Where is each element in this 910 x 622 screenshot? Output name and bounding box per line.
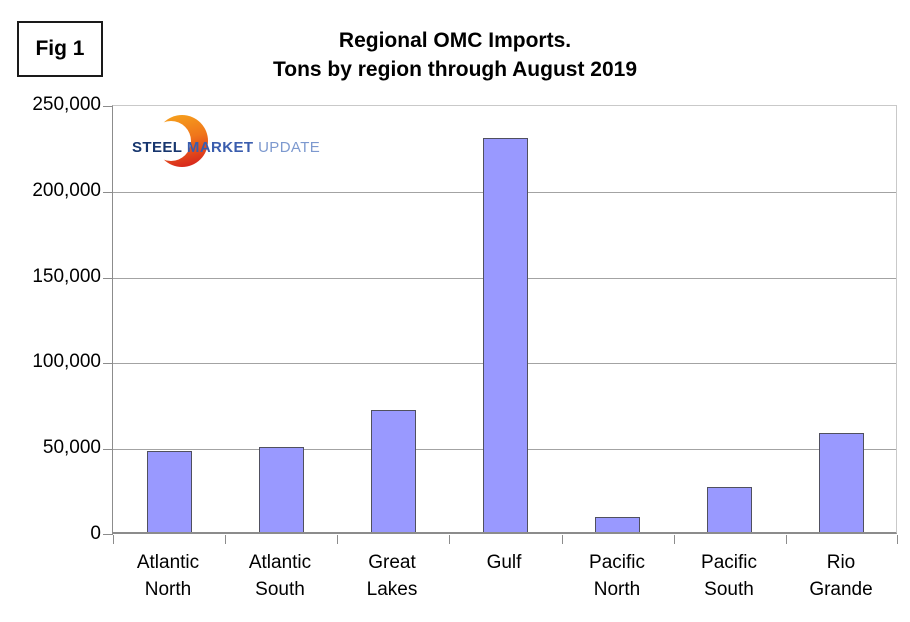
bar-atlantic-north <box>147 451 192 532</box>
chart-title-line-1: Regional OMC Imports. <box>338 29 572 52</box>
x-axis-category-label: Great Lakes <box>366 552 418 600</box>
x-axis-tick <box>113 535 114 544</box>
bar-pacific-north <box>595 517 640 532</box>
logo-text: STEEL MARKET UPDATE <box>132 139 320 156</box>
y-axis-tick <box>103 106 113 107</box>
x-axis-tick <box>674 535 675 544</box>
y-axis-tick-label: 0 <box>90 523 101 544</box>
y-axis-tick-label: 50,000 <box>42 437 101 458</box>
x-axis-category-label: Pacific South <box>701 552 757 600</box>
y-axis-tick <box>103 449 113 450</box>
x-axis-category-label: Atlantic South <box>248 552 312 600</box>
x-axis-category-label: Atlantic North <box>136 552 200 600</box>
chart-title-line-2: Tons by region through August 2019 <box>272 58 637 81</box>
y-axis-tick-label: 200,000 <box>32 180 101 201</box>
logo-word-update: UPDATE <box>258 139 321 156</box>
chart-title: Regional OMC Imports. Tons by region thr… <box>0 26 910 84</box>
logo-word-market: MARKET <box>186 139 254 156</box>
x-axis-category-label: Gulf <box>486 552 522 573</box>
y-axis-tick <box>103 192 113 193</box>
bar-gulf <box>483 138 528 532</box>
x-axis-tick <box>225 535 226 544</box>
y-axis-tick <box>103 363 113 364</box>
steel-market-update-logo: STEEL MARKET UPDATE <box>130 112 320 170</box>
bar-pacific-south <box>707 487 752 532</box>
x-axis-tick <box>337 535 338 544</box>
bar-great-lakes <box>371 410 416 532</box>
plot-area <box>103 105 898 544</box>
x-axis-category-label: Rio Grande <box>809 552 873 600</box>
figure-label-box: Fig 1 <box>17 21 103 77</box>
y-axis-tick-label: 250,000 <box>32 94 101 115</box>
bar-rio-grande <box>819 433 864 532</box>
bar-atlantic-south <box>259 447 304 532</box>
x-axis-tick <box>562 535 563 544</box>
crescent-icon <box>156 115 208 167</box>
x-axis-tick <box>786 535 787 544</box>
y-axis-tick <box>103 278 113 279</box>
x-axis-tick <box>449 535 450 544</box>
figure-label: Fig 1 <box>35 37 85 60</box>
y-axis-tick <box>103 534 113 535</box>
y-axis-tick-label: 100,000 <box>32 351 101 372</box>
x-axis-category-label: Pacific North <box>589 552 645 600</box>
x-axis-tick <box>897 535 898 544</box>
y-axis-tick-label: 150,000 <box>32 266 101 287</box>
logo-word-steel: STEEL <box>132 139 183 156</box>
